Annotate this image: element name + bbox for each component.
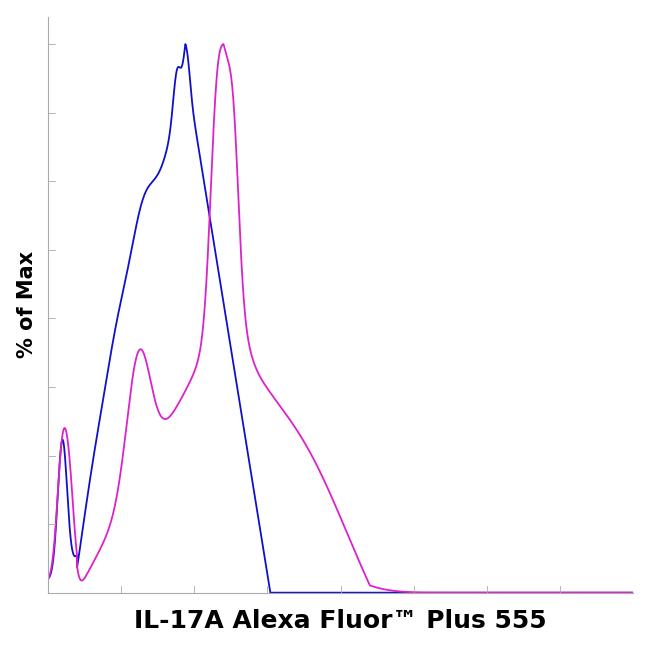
X-axis label: IL-17A Alexa Fluor™ Plus 555: IL-17A Alexa Fluor™ Plus 555: [135, 609, 547, 633]
Y-axis label: % of Max: % of Max: [17, 251, 36, 358]
